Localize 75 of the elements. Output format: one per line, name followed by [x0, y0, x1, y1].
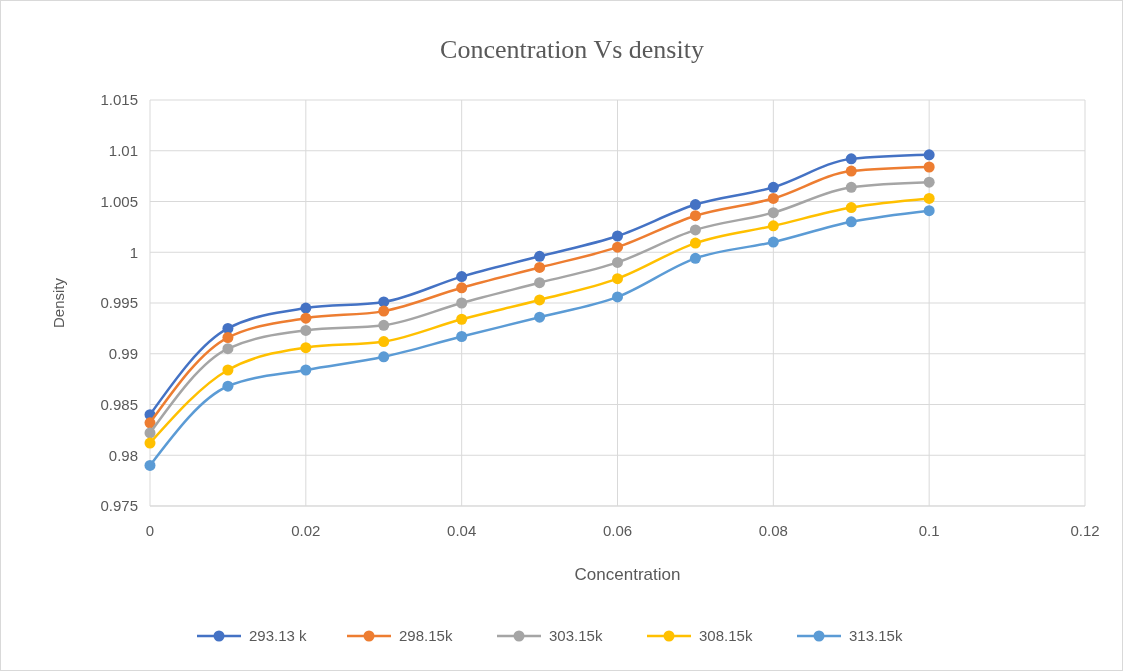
- point: [689, 224, 701, 236]
- y-tick-label: 0.975: [100, 497, 138, 515]
- point: [144, 459, 156, 471]
- point: [456, 271, 468, 283]
- point: [222, 364, 234, 376]
- point: [923, 176, 935, 188]
- point: [612, 256, 623, 268]
- point: [689, 252, 701, 264]
- point: [767, 236, 779, 248]
- point: [378, 351, 390, 363]
- x-tick-label: 0.1: [918, 522, 940, 539]
- point: [144, 427, 156, 439]
- y-tick-label: 0.985: [100, 395, 138, 413]
- point: [612, 273, 623, 285]
- point: [689, 237, 701, 249]
- point: [845, 153, 857, 165]
- point: [378, 319, 390, 331]
- x-tick-label: 0.06: [602, 522, 633, 539]
- point: [144, 437, 156, 449]
- point: [767, 220, 779, 232]
- x-tick-label: 0: [145, 522, 155, 539]
- y-tick-label: 1.015: [100, 91, 138, 109]
- point: [378, 305, 390, 317]
- point: [300, 312, 312, 324]
- x-tick-label: 0.02: [291, 522, 321, 539]
- point: [222, 380, 234, 392]
- x-tick-label: 0.12: [1070, 522, 1100, 539]
- point: [767, 207, 779, 219]
- legend-label: 298.15k: [399, 627, 453, 645]
- y-tick-label: 1.01: [108, 142, 138, 159]
- point: [845, 216, 857, 228]
- point: [923, 205, 935, 217]
- point: [300, 342, 312, 354]
- legend-label: 313.15k: [849, 627, 903, 645]
- legend-label: 293.13 k: [249, 627, 308, 645]
- legend-label: 308.15k: [699, 627, 753, 645]
- point: [923, 161, 935, 173]
- point: [534, 277, 546, 289]
- point: [300, 324, 312, 336]
- point: [456, 313, 468, 325]
- point: [845, 165, 857, 177]
- point: [923, 149, 935, 161]
- x-tick-label: 0.08: [758, 522, 788, 539]
- point: [222, 332, 234, 344]
- point: [534, 250, 546, 262]
- point: [300, 364, 312, 376]
- x-tick-label: 0.04: [447, 522, 477, 539]
- point: [767, 192, 779, 204]
- point: [222, 343, 234, 355]
- legend-label: 303.15k: [549, 627, 603, 645]
- y-tick-label: 1: [129, 243, 138, 261]
- point: [612, 241, 623, 253]
- point: [612, 230, 623, 242]
- y-tick-label: 0.995: [100, 294, 138, 312]
- point: [300, 302, 312, 314]
- y-tick-label: 0.99: [108, 345, 138, 362]
- point: [612, 291, 623, 303]
- y-tick-label: 1.005: [100, 192, 138, 210]
- point: [689, 210, 701, 222]
- x-axis-title: Concentration: [574, 565, 681, 584]
- point: [534, 261, 546, 273]
- point: [534, 294, 546, 306]
- point: [845, 181, 857, 193]
- chart-title: Concentration Vs density: [440, 35, 704, 64]
- point: [845, 202, 857, 214]
- point: [767, 181, 779, 193]
- point: [689, 199, 701, 211]
- point: [378, 336, 390, 348]
- y-tick-label: 0.98: [108, 446, 138, 464]
- point: [923, 192, 935, 204]
- point: [534, 311, 546, 323]
- y-axis-title: Density: [50, 277, 67, 329]
- point: [456, 282, 468, 294]
- point: [456, 297, 468, 309]
- point: [456, 331, 468, 342]
